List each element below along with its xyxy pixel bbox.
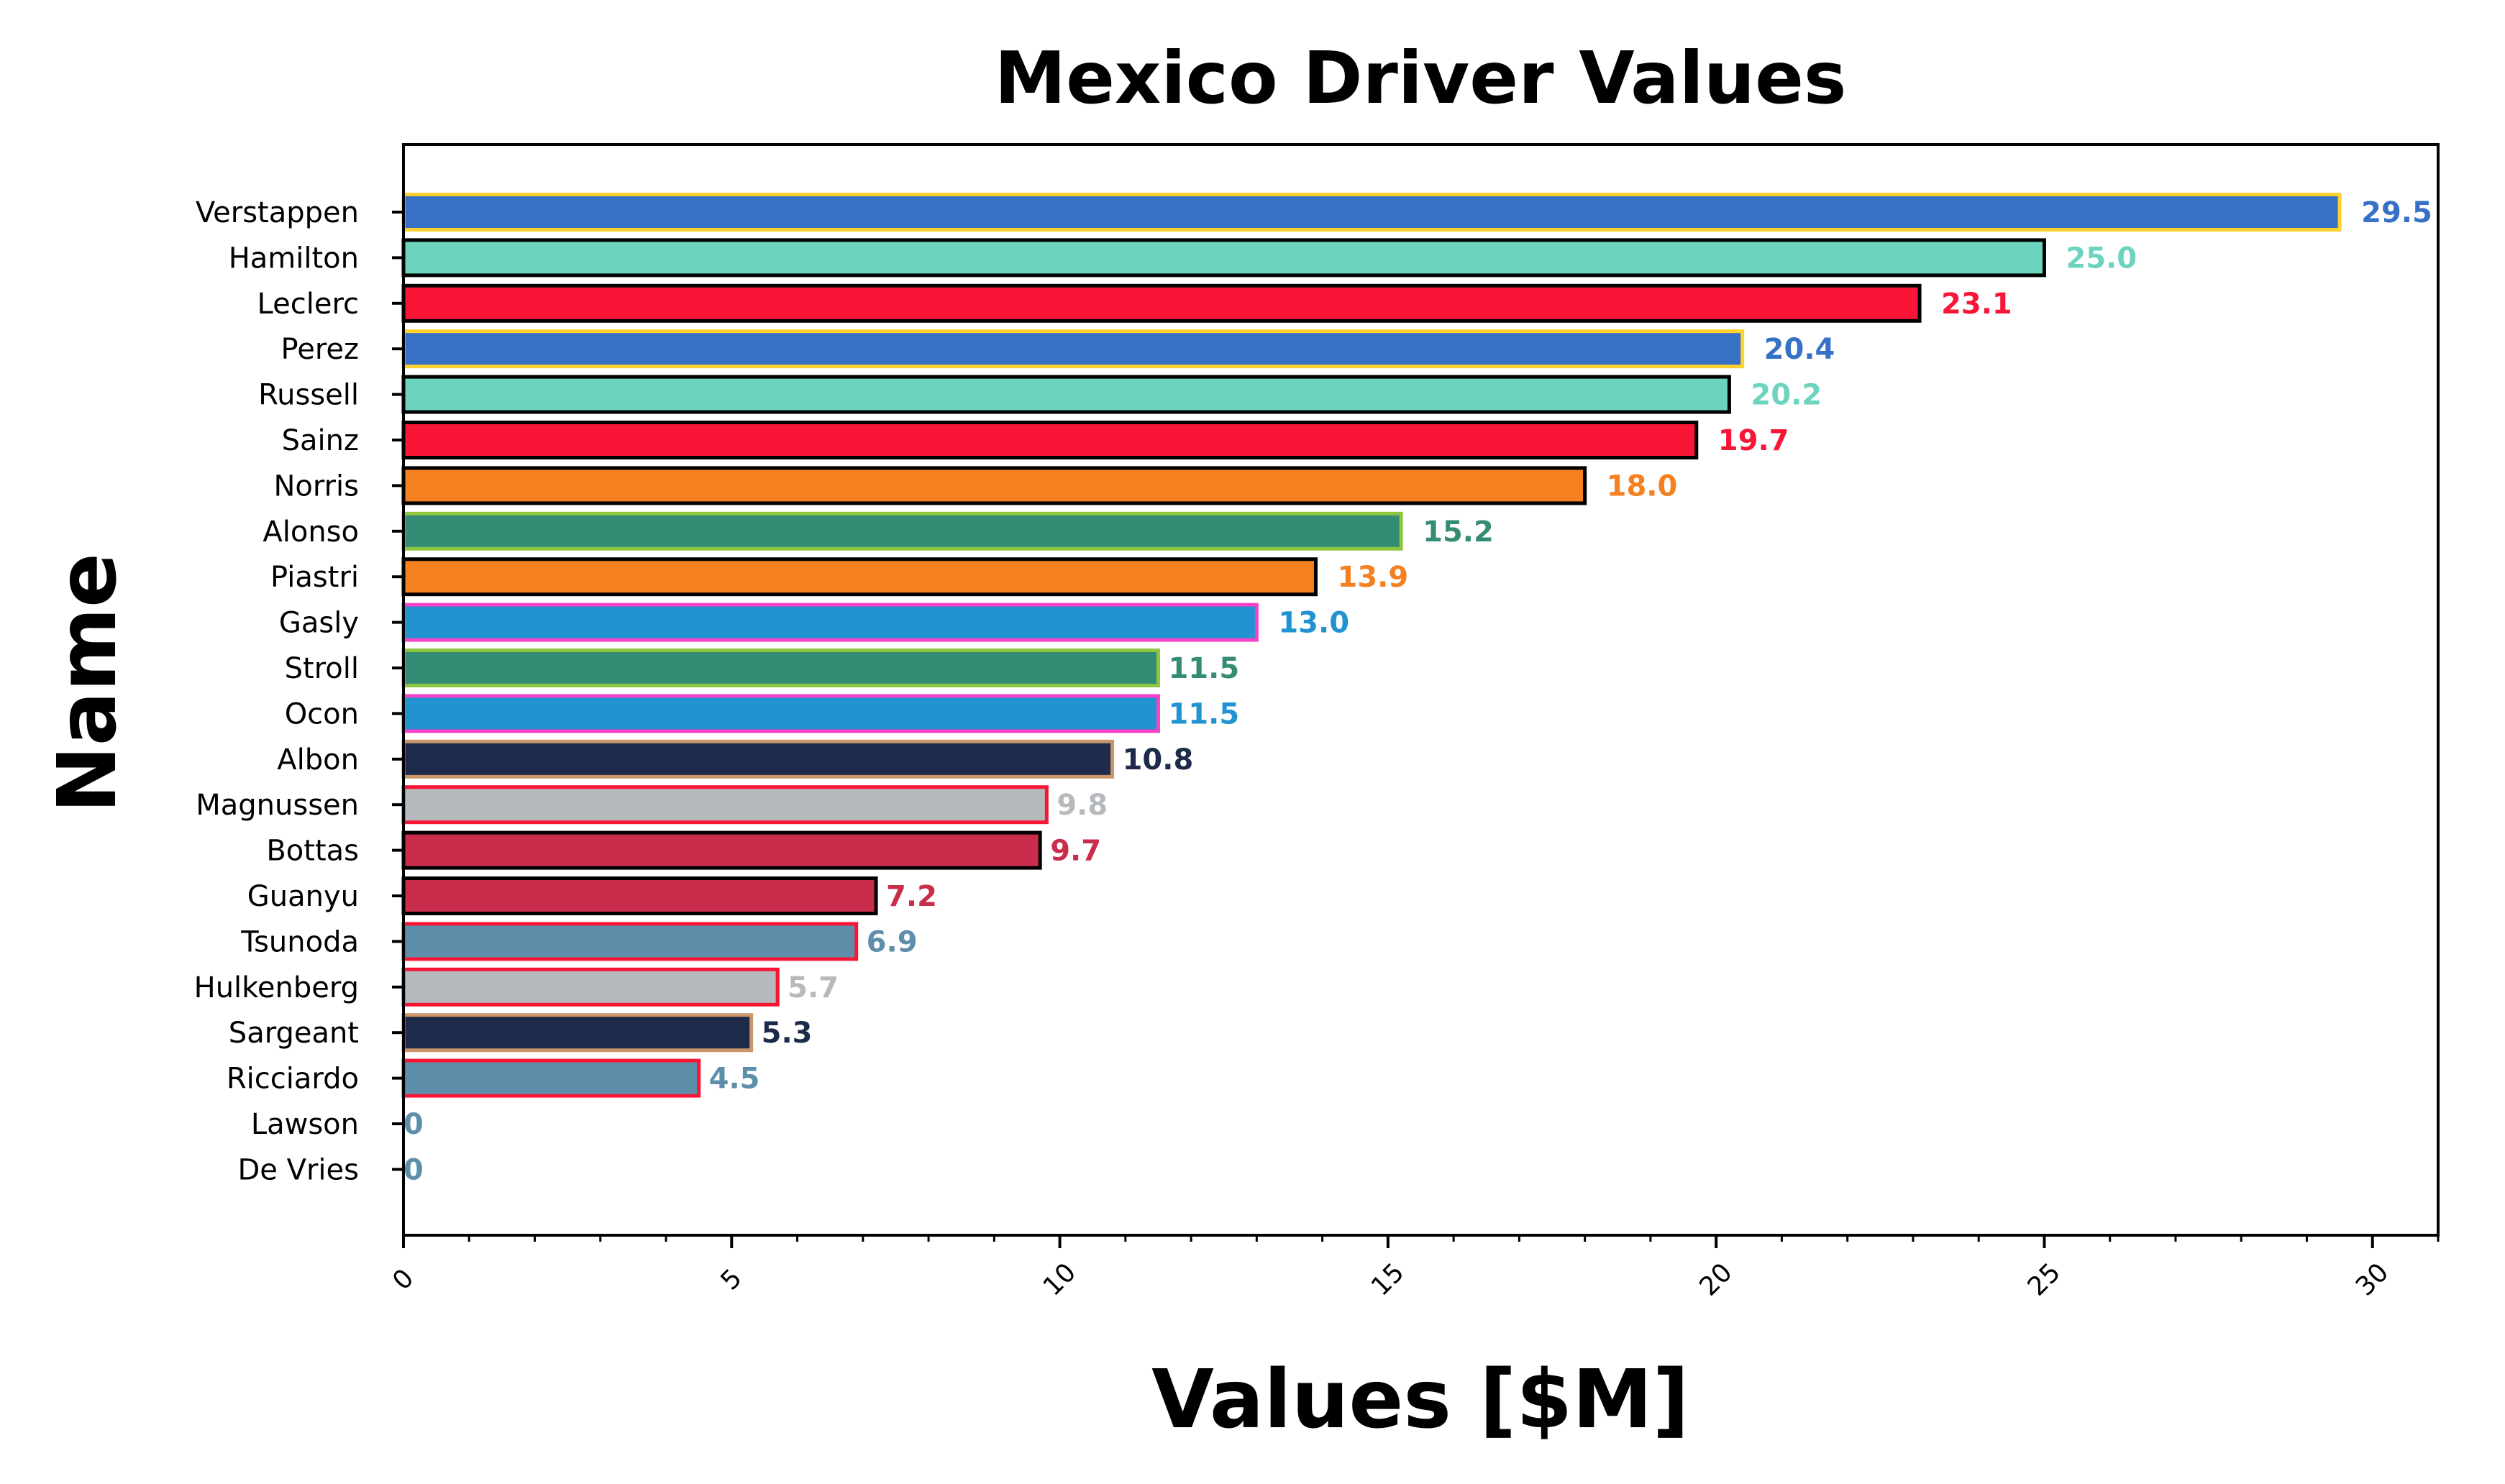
y-tick-label: Ricciardo	[227, 1063, 359, 1096]
value-label: 5.3	[762, 1017, 813, 1050]
y-tick-label: Lawson	[251, 1108, 359, 1141]
bar-ocon	[401, 694, 1160, 733]
y-tick-label: Norris	[273, 470, 359, 503]
y-tick-label: Russell	[258, 379, 359, 412]
y-tick-label: Albon	[277, 743, 359, 777]
value-label: 15.2	[1423, 516, 1494, 549]
y-tick-label: Verstappen	[196, 196, 359, 229]
bar-gasly	[401, 603, 1259, 642]
bar-tsunoda	[401, 922, 859, 961]
chart-title: Mexico Driver Values	[995, 36, 1847, 120]
y-tick-label: Bottas	[266, 835, 359, 868]
bar-sargeant	[401, 1013, 754, 1053]
x-axis-ticks: 0 5 10 15 20 25 30	[387, 1235, 2440, 1302]
x-axis-label: Values [$M]	[1151, 1353, 1689, 1447]
value-label: 6.9	[867, 925, 918, 958]
y-tick-label: Stroll	[285, 652, 359, 685]
value-label: 11.5	[1168, 652, 1239, 685]
value-label: 10.8	[1123, 743, 1194, 777]
y-tick-label: Gasly	[279, 607, 359, 640]
value-label: 13.0	[1278, 607, 1349, 640]
bar-sainz	[401, 421, 1699, 459]
y-tick-label: Sainz	[282, 424, 359, 457]
y-tick-label: Tsunoda	[240, 925, 359, 958]
bar-piastri	[401, 557, 1318, 597]
bar-verstappen	[401, 193, 2342, 232]
value-label: 20.2	[1751, 379, 1822, 412]
plot-frame	[402, 143, 2440, 1237]
bar-magnussen	[401, 785, 1049, 825]
value-label: 9.7	[1050, 835, 1101, 868]
value-labels-group: 29.5 25.0 23.1 20.4 20.2 19.7 18.0 15.2 13.9 13.0…	[403, 196, 2432, 1186]
y-tick-label: Hamilton	[229, 242, 359, 275]
value-label: 25.0	[2066, 242, 2137, 275]
value-label: 0	[403, 1153, 424, 1186]
x-tick-label: 25	[2022, 1258, 2066, 1301]
value-label: 20.4	[1764, 333, 1835, 366]
bar-ricciardo	[401, 1058, 701, 1098]
value-label: 18.0	[1607, 470, 1678, 503]
bar-norris	[401, 466, 1587, 505]
bar-bottas	[401, 830, 1042, 870]
value-label: 0	[403, 1108, 424, 1141]
y-tick-label: Hulkenberg	[194, 971, 359, 1004]
value-label: 19.7	[1718, 424, 1789, 457]
value-label: 5.7	[788, 971, 839, 1004]
y-tick-label: De Vries	[238, 1153, 360, 1186]
bar-leclerc	[401, 283, 1922, 323]
y-tick-label: Leclerc	[257, 288, 359, 321]
x-tick-label: 30	[2350, 1258, 2394, 1301]
value-label: 4.5	[709, 1063, 760, 1096]
value-label: 29.5	[2361, 196, 2432, 229]
bar-guanyu	[401, 876, 878, 915]
x-tick-label: 20	[1694, 1258, 1738, 1301]
bars-group	[401, 193, 2342, 1098]
y-axis-ticks: Verstappen Hamilton Leclerc Perez Russell Sai…	[194, 196, 403, 1186]
y-tick-label: Ocon	[285, 697, 359, 730]
bar-stroll	[401, 649, 1160, 687]
x-tick-label: 10	[1038, 1258, 1082, 1301]
y-tick-label: Piastri	[270, 561, 359, 594]
y-tick-label: Perez	[281, 333, 359, 366]
bar-hulkenberg	[401, 967, 780, 1007]
y-tick-label: Sargeant	[229, 1017, 359, 1050]
value-label: 13.9	[1337, 561, 1408, 594]
x-tick-label: 0	[387, 1263, 419, 1296]
value-label: 7.2	[886, 880, 937, 913]
y-tick-label: Guanyu	[247, 880, 359, 913]
x-tick-label: 15	[1366, 1258, 1410, 1301]
value-label: 23.1	[1941, 288, 2012, 321]
bar-albon	[401, 739, 1115, 779]
bar-perez	[401, 329, 1745, 369]
bar-alonso	[401, 511, 1403, 551]
value-label: 9.8	[1057, 789, 1108, 822]
y-tick-label: Alonso	[263, 516, 359, 549]
value-label: 11.5	[1168, 697, 1239, 730]
x-tick-label: 5	[716, 1263, 748, 1296]
y-axis-label: Name	[41, 553, 134, 813]
bar-russell	[401, 375, 1731, 414]
y-tick-label: Magnussen	[196, 789, 359, 822]
bar-hamilton	[401, 238, 2046, 278]
